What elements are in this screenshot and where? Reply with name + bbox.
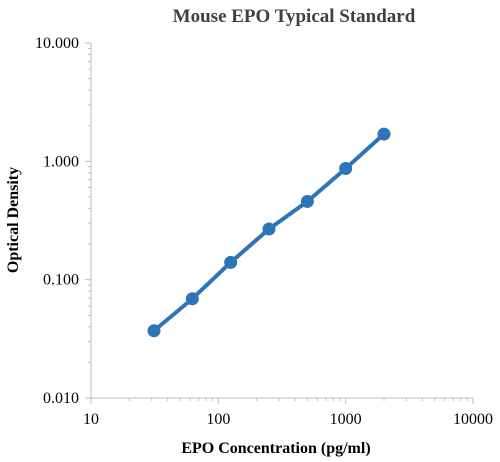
data-point (147, 324, 161, 338)
x-tick-label: 10000 (453, 411, 493, 428)
y-axis-ticks: 0.010 0.100 1.000 10.000 (35, 35, 91, 407)
x-tick-label: 10 (83, 411, 99, 428)
chart-title: Mouse EPO Typical Standard (173, 6, 416, 27)
data-point (300, 194, 314, 208)
y-axis-title: Optical Density (5, 167, 22, 273)
y-tick-label: 0.100 (43, 272, 79, 289)
y-tick-label: 0.010 (43, 390, 79, 407)
x-axis-ticks: 10 100 1000 10000 (83, 398, 493, 428)
y-tick-label: 1.000 (43, 153, 79, 170)
data-point (339, 161, 353, 175)
data-point (377, 127, 391, 141)
data-point (262, 222, 276, 236)
y-tick-label: 10.000 (35, 35, 79, 52)
data-point (185, 292, 199, 306)
x-tick-label: 1000 (330, 411, 362, 428)
x-axis-title: EPO Concentration (pg/ml) (181, 440, 370, 457)
plot-area: 0.010 0.100 1.000 10.000 10 100 1000 10000 (35, 35, 493, 428)
data-point (224, 255, 238, 269)
x-tick-label: 100 (206, 411, 230, 428)
series-layer (147, 127, 391, 338)
